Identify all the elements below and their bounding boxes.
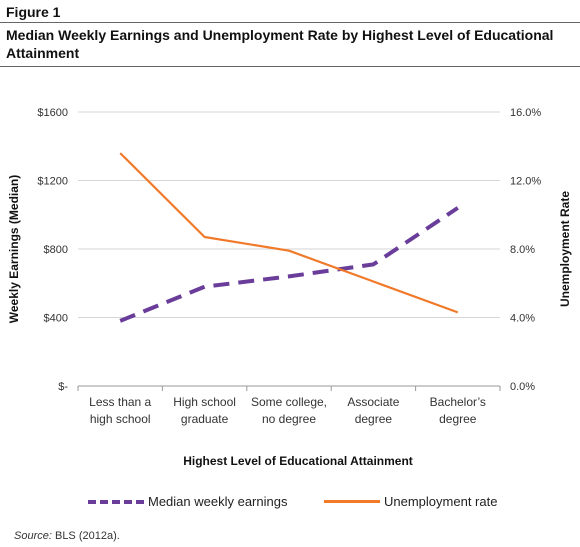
series-lines bbox=[119, 152, 459, 323]
left-tick-label: $- bbox=[58, 381, 68, 393]
left-tick-label: $800 bbox=[44, 244, 68, 256]
right-axis-title: Unemployment Rate bbox=[558, 191, 572, 307]
figure-title: Median Weekly Earnings and Unemployment … bbox=[6, 27, 554, 61]
figure-top-rule bbox=[0, 22, 580, 23]
left-tick-label: $400 bbox=[44, 313, 68, 325]
left-axis-title: Weekly Earnings (Median) bbox=[7, 175, 21, 323]
right-tick-label: 8.0% bbox=[510, 244, 535, 256]
left-tick-label: $1200 bbox=[37, 176, 68, 188]
legend-item-earnings: Median weekly earnings bbox=[88, 494, 287, 509]
legend: Median weekly earnings Unemployment rate bbox=[0, 494, 580, 514]
left-tick-label: $1600 bbox=[37, 107, 68, 119]
source-text: BLS (2012a). bbox=[51, 530, 120, 542]
source-note: Source: BLS (2012a). bbox=[14, 530, 120, 542]
legend-item-unemployment: Unemployment rate bbox=[324, 494, 497, 509]
x-tick-label: Associate degree bbox=[347, 395, 399, 426]
x-axis-ticks: Less than a high school High school graduat… bbox=[77, 386, 501, 426]
right-axis-ticks: 0.0% 4.0% 8.0% 12.0% 16.0% bbox=[510, 107, 541, 393]
right-tick-label: 16.0% bbox=[510, 107, 541, 119]
legend-swatch-earnings bbox=[88, 499, 144, 504]
earnings-line bbox=[119, 206, 459, 323]
right-tick-label: 0.0% bbox=[510, 381, 535, 393]
legend-label-unemployment: Unemployment rate bbox=[384, 494, 498, 509]
legend-label-earnings: Median weekly earnings bbox=[148, 494, 288, 509]
figure-title-rule bbox=[0, 66, 580, 67]
gridlines bbox=[78, 111, 500, 387]
figure-label: Figure 1 bbox=[6, 4, 61, 20]
x-axis-title: Highest Level of Educational Attainment bbox=[183, 454, 413, 468]
x-tick-label: Some college, no degree bbox=[251, 395, 327, 426]
right-tick-label: 4.0% bbox=[510, 313, 535, 325]
right-tick-label: 12.0% bbox=[510, 176, 541, 188]
source-prefix: Source: bbox=[14, 530, 52, 542]
unemployment-line bbox=[119, 152, 459, 314]
x-tick-label: Bachelor’s degree bbox=[430, 395, 486, 426]
x-tick-label: Less than a high school bbox=[89, 395, 151, 426]
x-tick-label: High school graduate bbox=[173, 395, 236, 426]
left-axis-ticks: $- $400 $800 $1200 $1600 bbox=[37, 107, 68, 393]
legend-swatch-unemployment bbox=[324, 500, 380, 503]
